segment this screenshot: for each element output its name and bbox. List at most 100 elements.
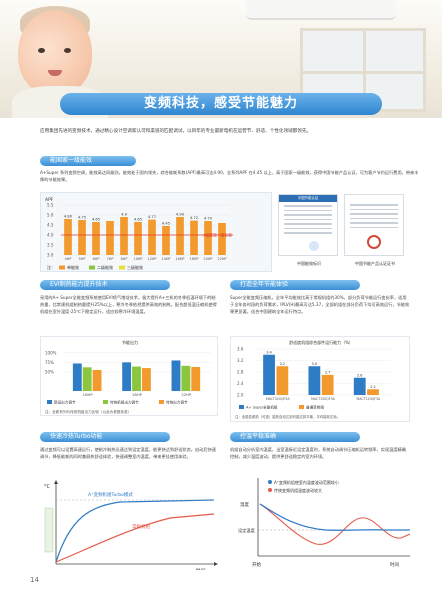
apf-legend-swatch — [59, 265, 65, 270]
turbo-chart-svg: °C 时间 A⁺变频机组Turbo模式 常规机组 — [44, 480, 218, 574]
annual-y-tick: 3.2 — [237, 358, 244, 363]
apf-x-tick: 18HP — [190, 257, 199, 261]
apf-bar — [162, 226, 170, 255]
energy-cert-left: 中国节能认证 中国能效标识 — [278, 194, 338, 266]
evi-bar — [122, 362, 132, 391]
control-x-end: 时间 — [390, 561, 399, 568]
air-conditioner-image — [246, 0, 396, 20]
control-chart: A⁺变频机组使室内温度波动范围较小 传统变频机组温度波动较大 温度 设定温度 开… — [236, 474, 414, 574]
apf-y-tick: 5.5 — [47, 203, 54, 208]
annual-y-tick: 3.6 — [237, 347, 244, 352]
red-seal-icon — [367, 235, 381, 249]
annual-y-tick: 2.4 — [237, 381, 244, 386]
annual-legend-swatch — [239, 405, 244, 409]
section-title-efficiency: 能国家一级能效 — [40, 156, 136, 166]
control-legend-b: 传统变频机组温度波动较大 — [274, 487, 322, 493]
normal-curve — [55, 513, 215, 563]
evi-x-tick: 18HP — [132, 392, 143, 397]
evi-note: 注：全新系列与传统机组出力比较（以此为参数标准） — [45, 409, 131, 414]
apf-bar — [92, 222, 100, 255]
control-chart-svg: A⁺变频机组使室内温度波动范围较小 传统变频机组温度波动较大 温度 设定温度 开… — [238, 478, 411, 568]
annual-bar-label: 3.0 — [312, 362, 317, 366]
baby-face — [18, 10, 92, 96]
apf-x-tick: 4HP — [65, 257, 72, 261]
section-title-turbo: 快速冷热Turbo功能 — [40, 432, 170, 442]
apf-bar — [64, 219, 72, 255]
apf-y-tick: 4.0 — [47, 233, 54, 238]
apf-bar — [218, 223, 226, 255]
apf-legend-swatch — [119, 265, 125, 270]
apf-bar — [120, 217, 128, 255]
turbo-x-label: 时间 — [196, 567, 205, 570]
annual-x-tick: MACT150QF3A — [311, 397, 336, 401]
apf-y-label: APF — [45, 197, 54, 203]
apf-x-tick: 6HP — [93, 257, 100, 261]
control-legend-a: A⁺变频机组使室内温度波动范围较小 — [274, 479, 339, 485]
annual-bar-label: 2.7 — [325, 370, 330, 374]
apf-x-tick: 22HP — [218, 257, 227, 261]
annual-y-tick: 2.8 — [237, 370, 244, 375]
evi-legend-swatch — [103, 400, 108, 404]
section-text-control: 机组自动分析室内温度，当室温接近设定温度时，系统自动调节压缩机运转频率，实现温度… — [230, 447, 406, 459]
section-title-annual: 打造全年节能体验 — [230, 280, 360, 290]
evi-legend-swatch — [159, 400, 164, 404]
evi-bar — [132, 366, 141, 391]
evi-x-tick: 16HP — [83, 392, 94, 397]
apf-y-tick: 3.5 — [47, 243, 54, 248]
apf-legend-swatch — [89, 265, 95, 270]
annual-bar — [263, 354, 275, 395]
apf-bar — [78, 220, 86, 255]
evi-bar — [92, 370, 102, 391]
apf-x-tick: 7HP — [107, 257, 114, 261]
apf-bar-label: 4.70 — [204, 217, 213, 221]
control-setpoint: 设定温度 — [238, 527, 256, 534]
evi-bar — [171, 360, 181, 391]
apf-x-tick: 12HP — [148, 257, 157, 261]
evi-legend-label: 新品出力调节 — [54, 400, 76, 405]
evi-x-tick: 22HP — [181, 392, 192, 397]
annual-x-tick: MACT120QF3A — [356, 397, 381, 401]
apf-x-tick: 5HP — [79, 257, 86, 261]
control-y-label: 温度 — [240, 501, 249, 508]
turbo-curve — [55, 499, 215, 563]
apf-legend-label: 单能效 — [67, 264, 79, 270]
aplus-curve — [259, 503, 410, 531]
apf-bar-chart: APF 5.5 5.0 4.5 4.0 3.5 3.0 4.80 4HP 4.75 5HP 4.65 6… — [40, 192, 272, 272]
section-text-annual: Super全能变频压缩机，全年平均能效比高于常规机组约30%，部分负荷节能运行变… — [230, 295, 410, 314]
annual-y-tick: 2.0 — [237, 393, 244, 398]
section-text-evi: 采用的A+ Super全能变频系统使用EVI喷气增焓技术，极大提升A+三机的冬季… — [40, 295, 217, 314]
cert-seal-icon — [309, 241, 319, 251]
annual-legend-label: 普通变频组 — [306, 405, 324, 410]
annual-chart-title: 舒适度机组综合部件运行能力（%） — [289, 339, 353, 345]
evi-chart-svg: 节能出力 100% 75% 50% 16HP 18HP 22HP 新品出力调节 传统机组出力调节… — [45, 339, 211, 414]
turbo-curve-label: A⁺变频机组Turbo模式 — [88, 491, 133, 498]
evi-legend-label: 传统机组出力调节 — [110, 400, 139, 405]
section-text-efficiency: A+Super 系列变频空调，能效高达同级别，能效处于国内领先，综合能耗系数(A… — [40, 170, 419, 182]
evi-y-tick: 100% — [45, 350, 57, 355]
apf-bar-label: 4.75 — [78, 216, 86, 220]
annual-legend-label: A+ Super全能机组 — [246, 405, 278, 410]
apf-y-tick: 3.0 — [47, 253, 54, 258]
section-title-evi: EVI制热能力提升技术 — [40, 280, 170, 290]
apf-legend-prefix: 注： — [47, 264, 55, 270]
apf-y-tick: 5.0 — [47, 213, 54, 218]
evi-bar — [181, 365, 191, 391]
traditional-curve — [259, 503, 411, 545]
apf-bar — [134, 222, 142, 255]
intro-paragraph: 应用集团先进的变频技术，通过精心设计空调家认可和渠道的匹配调试，以目年的专业最新… — [40, 129, 312, 134]
cert-header: 中国节能认证 — [279, 195, 337, 202]
apf-legend-label: 二级能效 — [97, 264, 113, 270]
apf-x-tick: 8HP — [121, 257, 128, 261]
turbo-y-label: °C — [44, 484, 51, 490]
apf-bar-label: 4.65 — [92, 218, 100, 222]
control-x-start: 开始 — [252, 561, 261, 568]
apf-bar — [148, 219, 156, 255]
normal-curve-label: 常规机组 — [132, 523, 150, 530]
annual-bar-label: 3.2 — [280, 362, 285, 366]
apf-bar — [176, 217, 184, 255]
evi-bar — [141, 368, 151, 391]
apf-bar-label: 4.9 — [121, 213, 127, 217]
apf-y-tick: 4.5 — [47, 223, 54, 228]
apf-bar — [204, 221, 212, 255]
